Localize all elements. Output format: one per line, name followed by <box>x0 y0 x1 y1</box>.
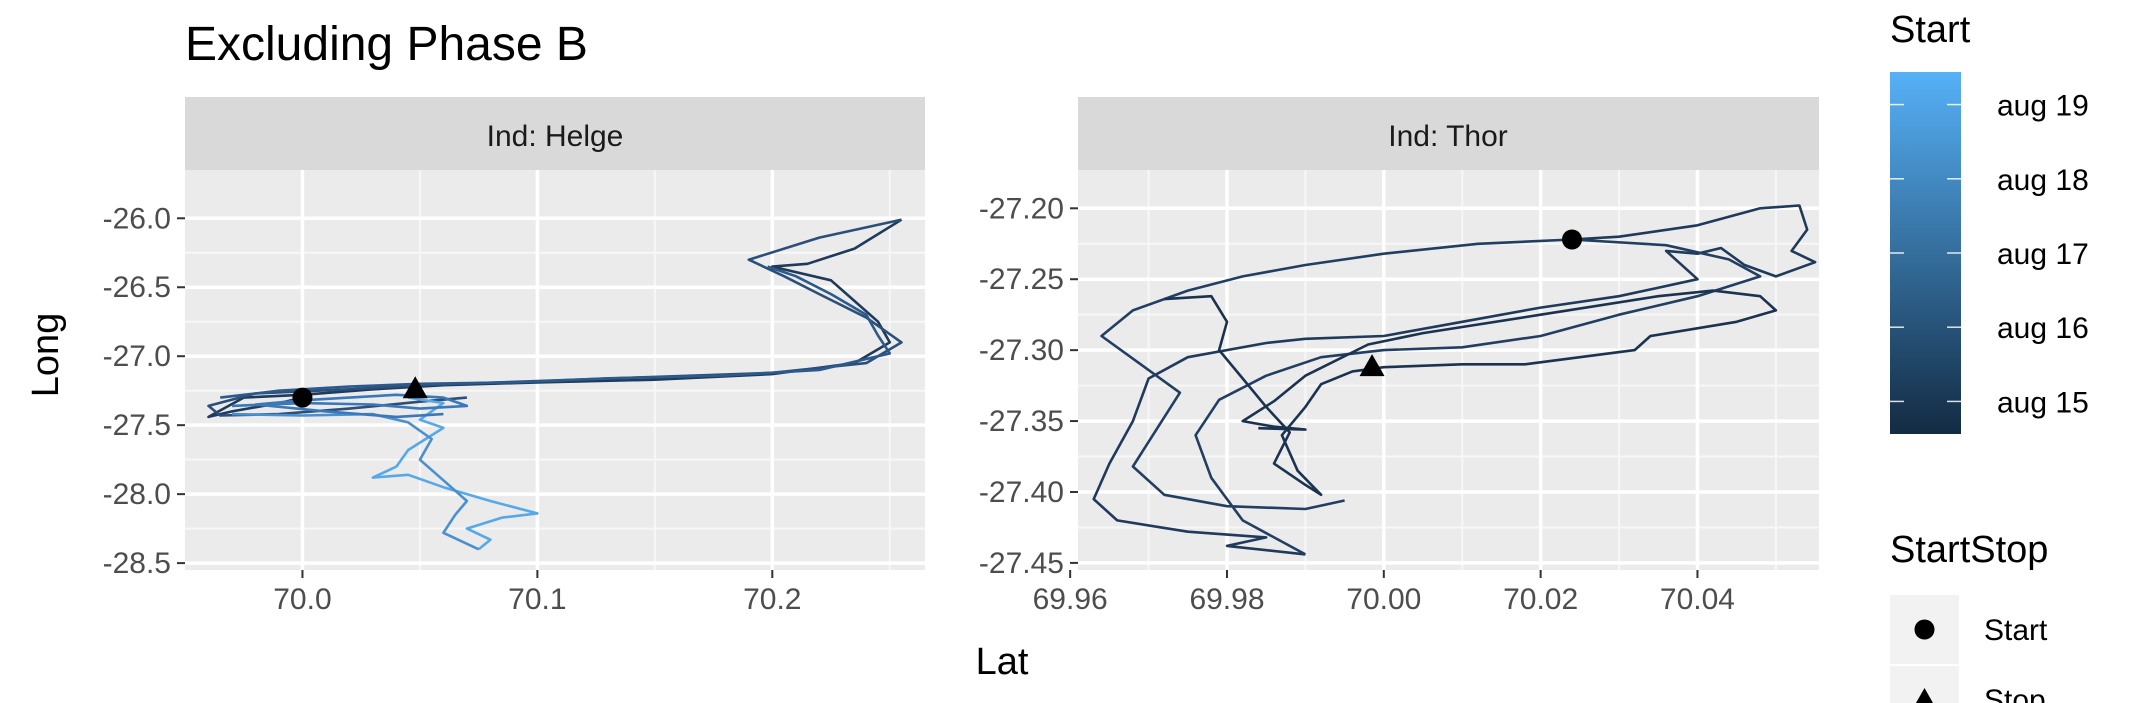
y-tick-label: -27.0 <box>103 340 171 373</box>
chart-title: Excluding Phase B <box>185 18 588 71</box>
x-tick-label: 70.02 <box>1503 583 1578 616</box>
y-tick-label: -27.30 <box>979 334 1064 367</box>
y-ticks-helge: -26.0 -26.5 -27.0 -27.5 -28.0 -28.5 <box>103 202 185 580</box>
strip-label-helge: Ind: Helge <box>487 120 624 153</box>
track-segment-4 <box>231 412 480 551</box>
x-tick-label: 69.98 <box>1189 583 1264 616</box>
strip-label-thor: Ind: Thor <box>1388 120 1508 153</box>
y-tick-label: -27.40 <box>979 476 1064 509</box>
x-tick-label: 69.96 <box>1033 583 1108 616</box>
markers-thor <box>1359 229 1582 377</box>
x-tick-label: 70.00 <box>1346 583 1421 616</box>
y-tick-label: -27.35 <box>979 405 1064 438</box>
strip-thor <box>1078 97 1819 170</box>
track-segment-5 <box>231 393 469 419</box>
x-tick-label: 70.04 <box>1660 583 1735 616</box>
y-axis-title: Long <box>25 313 67 398</box>
colorbar-label: aug 17 <box>1997 238 2089 271</box>
x-tick-label: 70.1 <box>508 583 566 616</box>
legend-colorbar-title: Start <box>1890 9 1971 51</box>
legend-shape: StartStop Start Stop <box>1890 529 2048 703</box>
x-axis-title: Lat <box>976 641 1029 683</box>
x-ticks-thor: 69.96 69.98 70.00 70.02 70.04 <box>1033 570 1735 616</box>
start-marker <box>292 387 313 408</box>
track-segment-2 <box>1164 289 1778 497</box>
stop-marker <box>402 376 428 399</box>
y-tick-label: -26.5 <box>103 271 171 304</box>
colorbar-label: aug 15 <box>1997 386 2089 419</box>
legend-label-start: Start <box>1984 614 2048 647</box>
legend-stop-triangle <box>1915 688 1934 703</box>
facet-helge: Ind: Helge 70.0 70.1 70.2 -26.0-26.5-27.0-… <box>103 97 925 616</box>
y-tick-label: -26.0 <box>103 202 171 235</box>
y-tick-label: -27.45 <box>979 547 1064 580</box>
colorbar-label: aug 18 <box>1997 164 2089 197</box>
track-segment-3 <box>371 396 539 551</box>
y-tick-label: -28.0 <box>103 478 171 511</box>
y-tick-label: -27.25 <box>979 263 1064 296</box>
legend-start-circle <box>1914 619 1935 640</box>
start-marker <box>1562 229 1582 250</box>
y-tick-label: -27.20 <box>979 192 1064 225</box>
track-segment-2 <box>220 265 892 399</box>
colorbar-label: aug 16 <box>1997 312 2089 345</box>
track-segment-0 <box>1092 204 1817 556</box>
stop-marker <box>1359 354 1385 377</box>
colorbar-ticks: aug 19 aug 18 aug 17 aug 16 aug 15 <box>1890 90 2089 419</box>
x-tick-label: 70.0 <box>273 583 331 616</box>
y-tick-label: -27.5 <box>103 409 171 442</box>
y-tick-label: -28.5 <box>103 547 171 580</box>
markers-helge <box>292 376 428 408</box>
colorbar-label: aug 19 <box>1997 90 2089 123</box>
strip-helge <box>185 97 925 170</box>
x-ticks-helge: 70.0 70.1 70.2 <box>273 570 801 616</box>
tracks-helge <box>207 218 903 551</box>
legend-label-stop: Stop <box>1984 684 2046 703</box>
legend-colorbar: Start aug 19 aug 18 aug 17 aug 16 aug 15 <box>1890 9 2089 434</box>
panel-thor <box>1078 170 1819 570</box>
y-ticks-thor: -27.20 -27.25 -27.30 -27.35 -27.40 -27.45 <box>979 192 1078 580</box>
x-tick-label: 70.2 <box>743 583 801 616</box>
legend-shape-title: StartStop <box>1890 529 2048 571</box>
facet-thor: Ind: Thor 69.96 69.98 70.00 70.02 70.04 -27.… <box>979 97 1819 616</box>
